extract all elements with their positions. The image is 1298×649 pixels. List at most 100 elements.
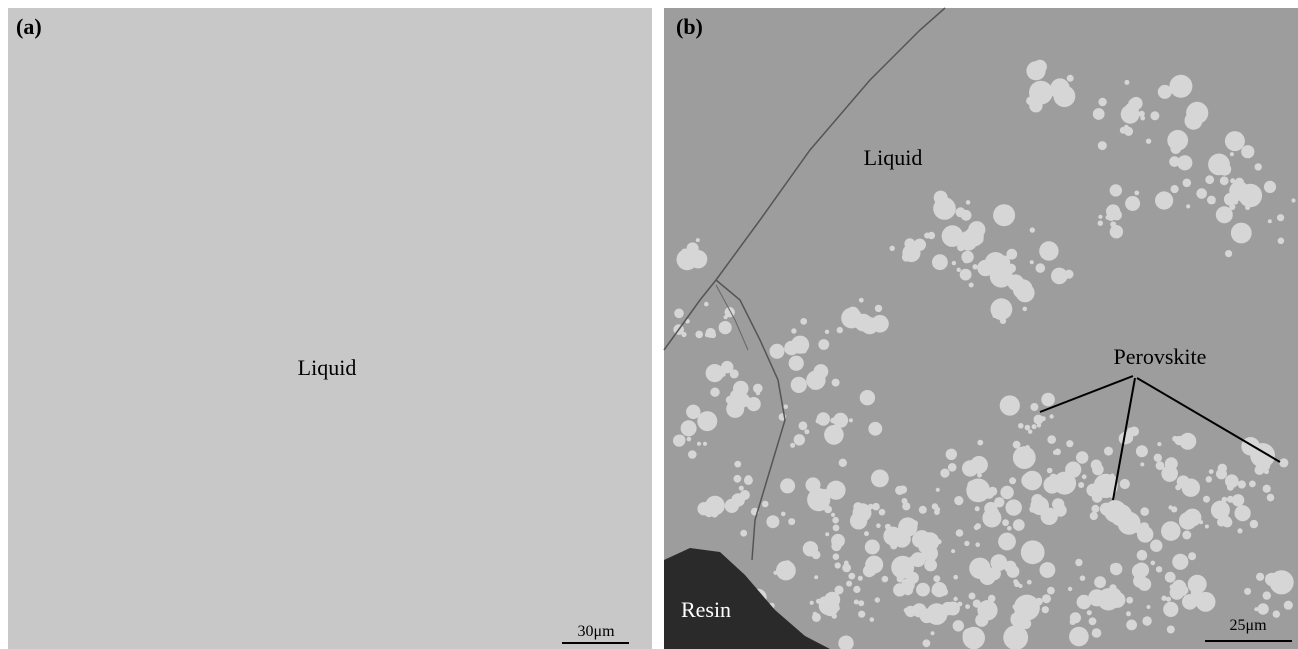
particle [956, 529, 964, 537]
particle [674, 309, 684, 319]
particle [977, 600, 997, 620]
particle [1027, 451, 1032, 456]
particle [940, 469, 949, 478]
particle [933, 575, 940, 582]
particle [1124, 127, 1133, 136]
particle [1006, 264, 1016, 274]
particle [1047, 435, 1056, 444]
particle [868, 422, 882, 436]
particle [788, 518, 795, 525]
particle [919, 506, 927, 514]
particle [858, 600, 864, 606]
particle [835, 586, 844, 595]
particle [1150, 540, 1162, 552]
particle [1069, 627, 1089, 647]
particle [1128, 98, 1141, 111]
particle [1047, 468, 1053, 474]
particle [1003, 625, 1028, 649]
particle [1279, 458, 1288, 467]
particle [1154, 454, 1162, 462]
particle [1235, 178, 1244, 187]
particle [1032, 424, 1037, 429]
particle [806, 371, 825, 390]
particle [885, 524, 891, 530]
particle [1068, 587, 1072, 591]
particle [745, 475, 752, 482]
particle [1268, 219, 1272, 223]
particle [1006, 499, 1022, 515]
particle [923, 639, 931, 647]
particle [1229, 199, 1233, 203]
particle [933, 197, 956, 220]
particle [1211, 501, 1230, 520]
particle [859, 298, 864, 303]
particle [853, 515, 865, 527]
particle [1168, 505, 1172, 509]
particle [1183, 179, 1192, 188]
particle [1013, 604, 1019, 610]
particle [1136, 445, 1148, 457]
particle [800, 318, 807, 325]
particle [839, 459, 847, 467]
particle [781, 566, 786, 571]
phase-label: Liquid [298, 355, 357, 380]
particle [1140, 462, 1144, 466]
particle [1092, 464, 1104, 476]
particle [1089, 617, 1097, 625]
particle [1208, 154, 1230, 176]
particle [688, 450, 697, 459]
particle [1027, 580, 1032, 585]
particle [1172, 464, 1176, 468]
particle [823, 601, 839, 617]
particle [1067, 75, 1074, 82]
particle [1094, 576, 1106, 588]
particle [1023, 307, 1028, 312]
particle [773, 571, 777, 575]
particle [875, 305, 882, 312]
particle [1036, 263, 1046, 273]
particle [762, 501, 769, 508]
particle [966, 200, 971, 205]
particle [792, 344, 797, 349]
particle [1263, 591, 1271, 599]
particle [962, 460, 978, 476]
particle [853, 586, 860, 593]
particle [747, 397, 761, 411]
particle [1218, 464, 1227, 473]
particle [1179, 559, 1183, 563]
particle [1050, 78, 1069, 97]
particle [1157, 442, 1161, 446]
particle [1199, 520, 1203, 524]
particle [1175, 436, 1184, 445]
particle [821, 489, 828, 496]
particle [791, 328, 796, 333]
particle [1030, 403, 1038, 411]
particle [849, 418, 853, 422]
particle [1028, 481, 1035, 488]
particle [963, 628, 977, 642]
particle [756, 391, 760, 395]
particle [841, 308, 862, 329]
particle [870, 617, 875, 622]
particle [1075, 559, 1082, 566]
particle [1230, 178, 1235, 183]
particle [1105, 503, 1114, 512]
particle [1205, 525, 1209, 529]
particle [1041, 393, 1055, 407]
particle [1025, 425, 1031, 431]
particle [964, 541, 969, 546]
particle [734, 475, 742, 483]
particle [932, 254, 948, 270]
particle [1257, 458, 1270, 471]
particle [946, 602, 960, 616]
particle [893, 583, 906, 596]
particle [1140, 507, 1149, 516]
particle [957, 268, 961, 272]
particle [1042, 606, 1049, 613]
particle [853, 502, 862, 511]
particle [1167, 626, 1175, 634]
particle [705, 333, 710, 338]
particle [988, 487, 997, 496]
particle [953, 575, 958, 580]
particle [976, 236, 984, 244]
